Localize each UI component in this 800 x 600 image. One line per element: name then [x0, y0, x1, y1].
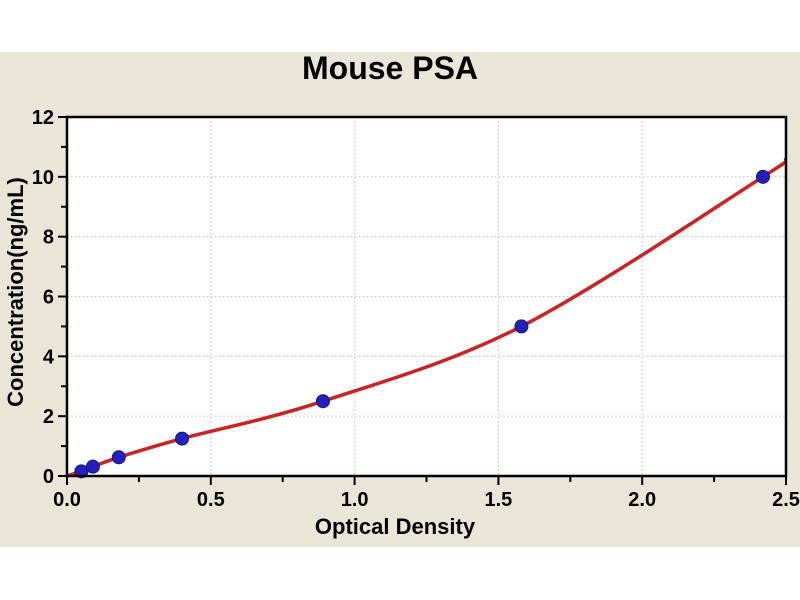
data-point: [111, 450, 126, 465]
x-axis-label: Optical Density: [314, 514, 476, 539]
y-tick-label: 0: [43, 466, 54, 488]
y-tick-label: 6: [43, 287, 54, 309]
x-tick-label: 1.5: [484, 489, 512, 511]
chart-title: Mouse PSA: [301, 50, 479, 86]
data-point: [85, 459, 100, 474]
x-tick-label: 0.5: [197, 489, 225, 511]
data-point: [175, 431, 190, 446]
data-point: [755, 169, 770, 184]
x-tick-label: 1.0: [341, 489, 369, 511]
y-tick-label: 2: [43, 406, 54, 428]
x-tick-label: 2.5: [772, 489, 800, 511]
data-point: [514, 319, 529, 334]
y-tick-label: 10: [32, 167, 54, 189]
y-tick-label: 8: [43, 227, 54, 249]
x-tick-label: 0.0: [53, 489, 81, 511]
data-point: [315, 394, 330, 409]
x-tick-label: 2.0: [628, 489, 656, 511]
plot-background: [67, 117, 786, 476]
plot-frame: [65, 115, 788, 478]
y-tick-label: 12: [32, 107, 54, 129]
y-tick-label: 4: [43, 346, 55, 368]
